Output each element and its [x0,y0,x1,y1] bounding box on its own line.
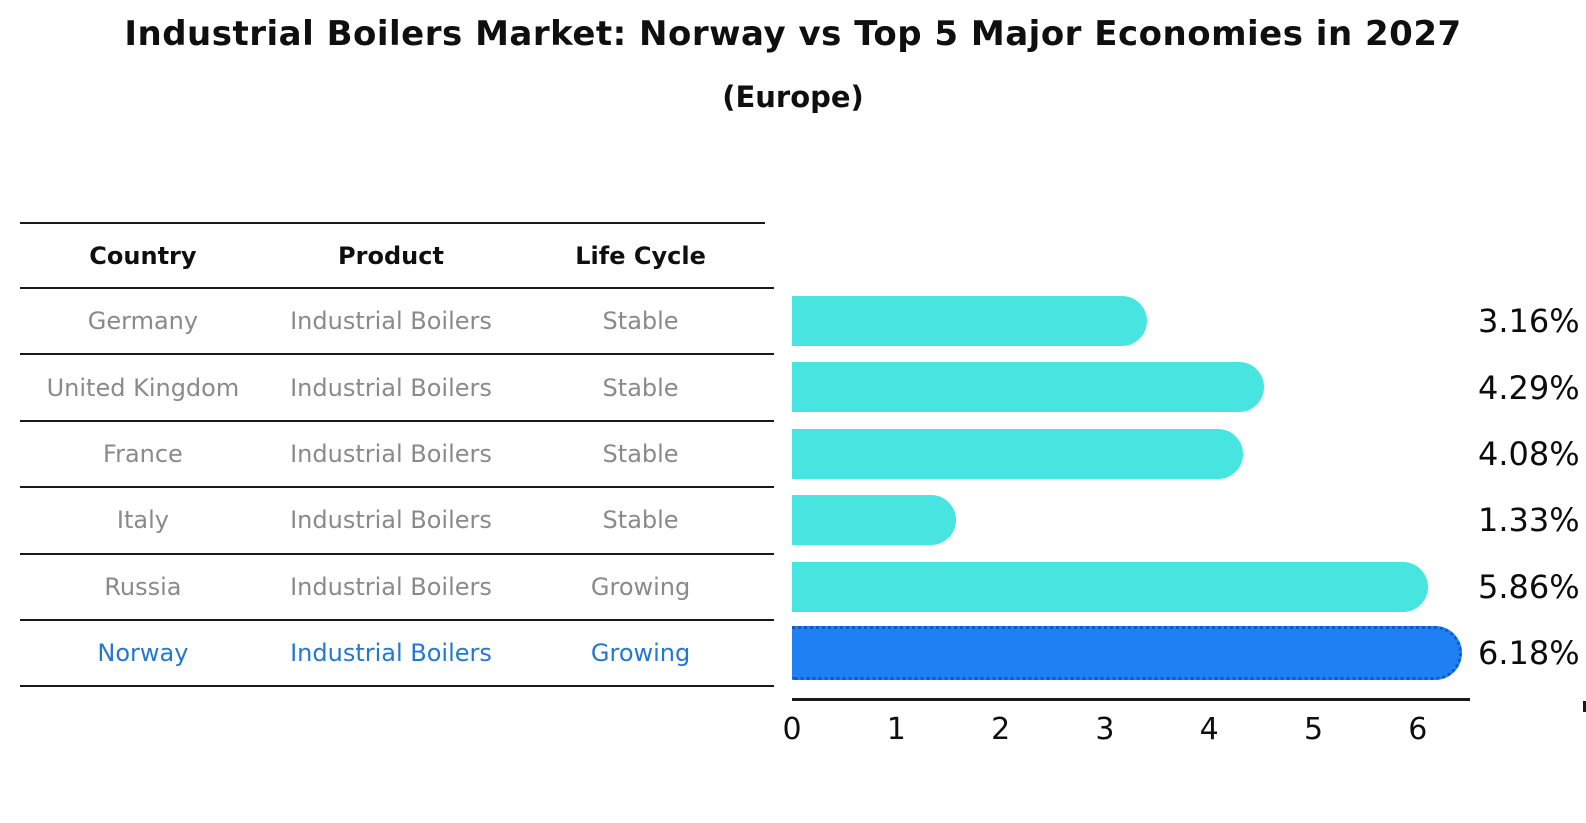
x-axis-tick-label: 0 [782,712,802,747]
bar-united-kingdom [792,362,1265,413]
column-header-life-cycle: Life Cycle [575,241,706,270]
y-axis-tick [755,552,774,555]
table-row-germany: Germany Industrial Boilers Stable [20,289,765,356]
x-axis-tick-label: 6 [1408,712,1428,747]
bar-norway-highlighted [792,626,1462,680]
value-label: 5.86% [1478,567,1580,606]
life-cycle-cell: Stable [602,307,679,336]
y-axis-tick [755,685,774,688]
comparison-table: Country Product Life Cycle Germany Indus… [20,222,765,688]
bar-russia [792,561,1429,612]
country-cell: Russia [104,572,182,601]
y-axis-tick [755,353,774,356]
product-cell: Industrial Boilers [290,373,492,402]
product-cell: Industrial Boilers [290,439,492,468]
y-axis-tick [755,486,774,489]
column-header-country: Country [89,241,197,270]
table-row-italy: Italy Industrial Boilers Stable [20,488,765,555]
y-axis-tick [755,419,774,422]
life-cycle-cell: Growing [590,572,691,601]
table-row-norway: Norway Industrial Boilers Growing [20,621,765,688]
country-cell: Germany [87,307,199,336]
table-header-row: Country Product Life Cycle [20,222,765,289]
bar-france [792,428,1243,479]
product-cell: Industrial Boilers [290,639,492,668]
value-label: 4.08% [1478,435,1580,473]
country-cell: Italy [116,506,169,535]
y-axis-tick [755,619,774,621]
bar-plot-area [755,287,1470,688]
x-axis-line [792,698,1470,701]
life-cycle-cell: Stable [602,506,679,535]
x-axis-tick [1583,701,1586,712]
life-cycle-cell: Stable [602,439,679,468]
bar-germany [792,296,1147,346]
value-label: 6.18% [1478,634,1580,673]
x-axis-tick-label: 1 [886,712,906,747]
x-axis-tick-label: 3 [1095,712,1115,747]
column-header-product: Product [338,241,444,270]
chart-subtitle: (Europe) [722,80,864,114]
x-axis-tick-label: 4 [1199,712,1219,747]
x-axis-tick-label: 2 [991,712,1011,747]
x-axis-tick-label: 5 [1303,712,1324,747]
bar-value-labels: 3.16% 4.29% 4.08% 1.33% 5.86% 6.18% [1478,288,1586,687]
product-cell: Industrial Boilers [290,307,492,336]
product-cell: Industrial Boilers [290,572,492,601]
life-cycle-cell: Growing [590,639,691,668]
country-cell: United Kingdom [46,373,240,402]
bar-italy [792,495,956,546]
y-axis-tick [755,287,774,289]
life-cycle-cell: Stable [602,373,679,402]
value-label: 3.16% [1478,302,1580,341]
value-label: 1.33% [1478,501,1580,540]
value-label: 4.29% [1478,368,1580,407]
table-row-russia: Russia Industrial Boilers Growing [20,555,765,621]
country-cell: France [103,439,183,468]
x-axis-ticks: 0 1 2 3 4 5 6 [782,0,1586,823]
product-cell: Industrial Boilers [290,506,492,535]
country-cell: Norway [97,639,189,668]
table-row-united-kingdom: United Kingdom Industrial Boilers Stable [20,355,765,422]
table-row-france: France Industrial Boilers Stable [20,422,765,489]
chart-title: Industrial Boilers Market: Norway vs Top… [124,14,1462,54]
